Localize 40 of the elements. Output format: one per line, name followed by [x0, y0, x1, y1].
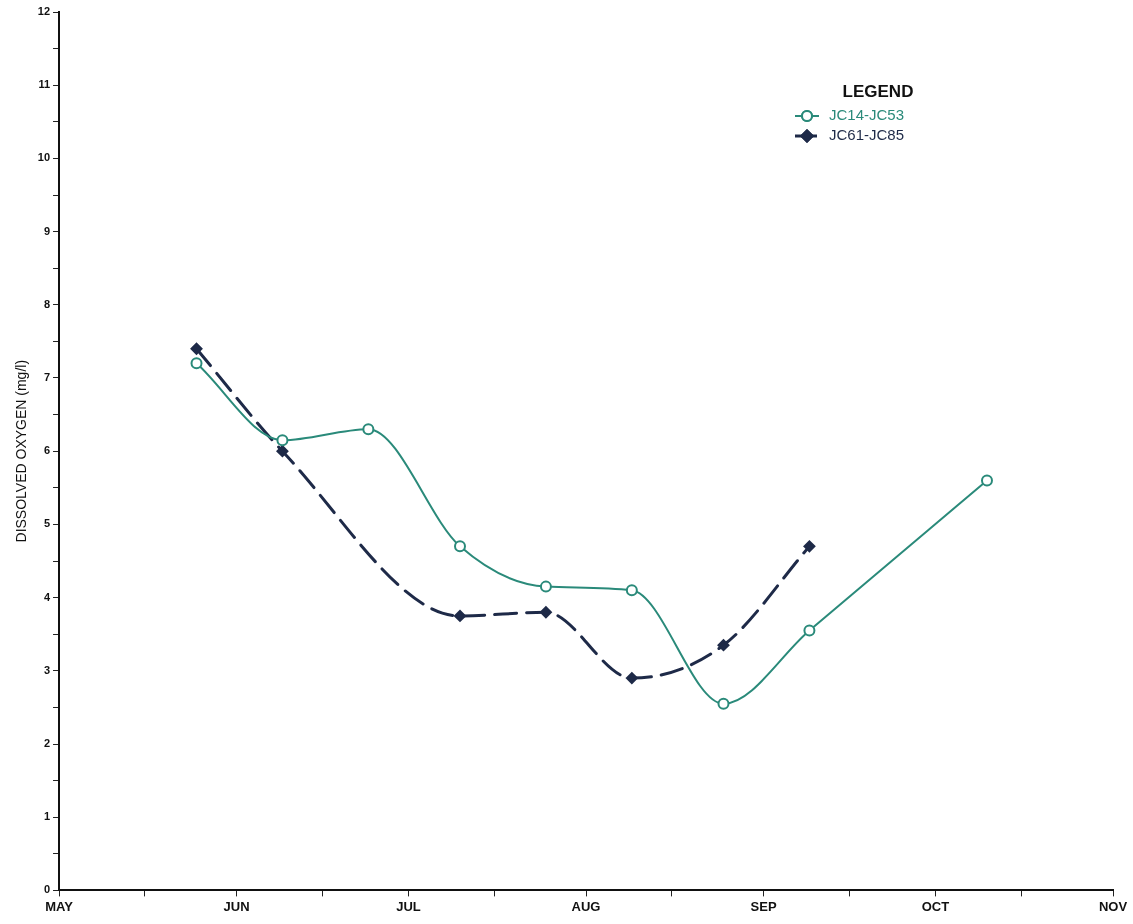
- x-tick-label: NOV: [1098, 898, 1128, 914]
- x-tick-label: SEP: [750, 898, 777, 914]
- point: [276, 445, 289, 458]
- x-tick-label: JUL: [396, 898, 421, 914]
- y-tick-label: 12: [37, 5, 51, 18]
- point: [190, 342, 203, 355]
- point: [717, 697, 730, 710]
- y-tick-label: 11: [38, 78, 51, 91]
- point: [625, 584, 638, 597]
- x-tick-label: OCT: [921, 898, 950, 914]
- point: [803, 624, 816, 637]
- x-tick-label: JUN: [223, 898, 250, 914]
- y-tick-label: 9: [43, 224, 51, 237]
- y-tick-label: 4: [43, 590, 51, 603]
- legend-label: JC61-JC85: [829, 126, 905, 144]
- point: [276, 434, 289, 447]
- point: [803, 540, 816, 553]
- x-tick-label: MAY: [45, 898, 74, 914]
- point: [190, 357, 203, 370]
- x-tick-label: AUG: [571, 898, 601, 914]
- y-tick-label: 8: [43, 297, 51, 310]
- y-tick-label: 1: [43, 810, 51, 823]
- y-tick-label: 3: [43, 663, 51, 676]
- point: [717, 639, 730, 652]
- point: [454, 540, 466, 553]
- y-tick-label: 0: [43, 883, 51, 896]
- legend-title: LEGEND: [842, 81, 914, 101]
- y-tick-label: 2: [43, 737, 51, 750]
- point: [454, 609, 466, 622]
- point: [362, 423, 375, 436]
- y-tick-label: 7: [43, 371, 51, 384]
- point: [539, 606, 552, 619]
- legend-label: JC14-JC53: [829, 106, 905, 124]
- point: [625, 672, 638, 685]
- point: [539, 580, 552, 593]
- y-axis-title: DISSOLVED OXYGEN (mg/l): [13, 359, 30, 543]
- point: [980, 474, 993, 487]
- y-tick-label: 6: [43, 444, 51, 457]
- y-tick-label: 5: [43, 517, 51, 530]
- y-tick-label: 10: [37, 151, 51, 164]
